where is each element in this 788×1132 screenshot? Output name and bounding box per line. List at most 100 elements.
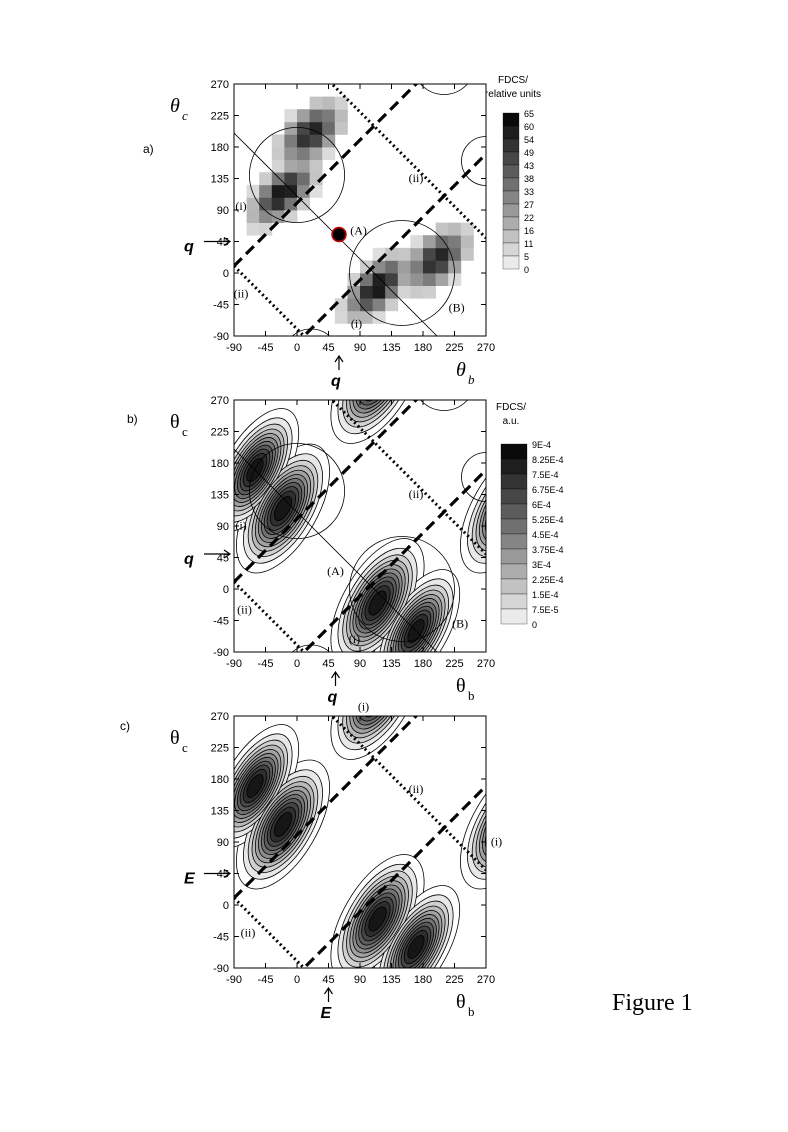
region-label: (i) [491, 835, 502, 849]
heatmap-cell [423, 247, 436, 261]
x-axis-label: θ [456, 675, 466, 697]
colorbar-swatch [502, 242, 520, 257]
x-arrow-label: q [328, 689, 338, 706]
y-tick-label: 45 [217, 869, 229, 881]
colorbar-tick-label: 5.25E-4 [532, 515, 564, 525]
plot-area [234, 716, 486, 968]
colorbar-tick-label: 60 [524, 122, 534, 132]
heatmap-cell [372, 310, 386, 324]
heatmap-cell [372, 285, 386, 299]
colorbar-swatch [500, 608, 528, 625]
y-tick-label: 180 [211, 774, 229, 786]
x-tick-label: -90 [226, 974, 242, 986]
y-tick-label: 225 [211, 427, 229, 439]
colorbar-tick-label: 6E-4 [532, 500, 551, 510]
colorbar-tick-label: 33 [524, 187, 534, 197]
heatmap-cell [334, 109, 348, 123]
heatmap-cell [322, 147, 336, 160]
contour-level [467, 769, 486, 880]
y-tick-label: 180 [211, 142, 229, 154]
colorbar-swatch [502, 216, 520, 231]
y-tick-label: 90 [217, 837, 229, 849]
heatmap-cell [385, 285, 399, 299]
colorbar-tick-label: 2.25E-4 [532, 575, 564, 585]
figure-caption: Figure 1 [612, 990, 693, 1016]
y-tick-label: 225 [211, 743, 229, 755]
contour-level [352, 400, 403, 414]
heatmap-cell [259, 210, 273, 223]
colorbar-tick-label: 43 [524, 161, 534, 171]
colorbar-tick-label: 0 [524, 265, 529, 275]
x-tick-label: 270 [477, 342, 495, 354]
heatmap-cell [271, 184, 285, 198]
heatmap-cell [271, 134, 285, 148]
heatmap-cell [448, 260, 462, 274]
contour-level [358, 716, 397, 722]
y-axis-label-sub: c [182, 424, 188, 439]
heatmap-cell [347, 310, 361, 324]
y-tick-label: 90 [217, 205, 229, 217]
y-arrow-icon [204, 869, 232, 878]
x-axis-label-sub: b [468, 688, 475, 703]
dashed-line-i [234, 400, 419, 584]
colorbar-swatch [502, 112, 520, 127]
colorbar-swatch [500, 488, 528, 505]
heatmap-cell [259, 184, 273, 198]
heatmap-cell [271, 147, 285, 160]
heatmap-cell [423, 285, 436, 299]
heatmap-cell [297, 172, 310, 186]
heatmap-cell [372, 273, 386, 286]
contour-level [471, 459, 486, 558]
panels-group: -90 -45 0 45 90 135 180 225 270-90-4504590135180… [120, 75, 564, 1022]
x-tick-label: 135 [382, 342, 400, 354]
x-tick-label: 270 [477, 974, 495, 986]
heatmap-cell [246, 210, 260, 223]
y-tick-label: 45 [217, 237, 229, 249]
y-tick-label: 270 [211, 79, 229, 91]
x-tick-label: 135 [382, 658, 400, 670]
panel-label: c) [120, 719, 130, 733]
colorbar-swatch [502, 125, 520, 140]
heatmap-cell [397, 247, 411, 261]
y-tick-label: 270 [211, 395, 229, 407]
heatmap-cell [259, 197, 273, 211]
chart-panel-3: -90 -45 0 45 90 135 180 225 270 -90 -45 0 45 90 135 180… [120, 699, 502, 1022]
heatmap-cell [423, 235, 436, 249]
x-tick-label: 45 [322, 658, 334, 670]
colorbar-swatch [502, 177, 520, 192]
heatmap-cell [423, 273, 436, 286]
heatmap-cell [271, 159, 285, 173]
colorbar-swatch [500, 563, 528, 580]
dotted-line-ii [329, 716, 486, 872]
colorbar-swatch [502, 151, 520, 166]
x-tick-label: 45 [322, 342, 334, 354]
region-label: (ii) [409, 782, 424, 796]
heatmap-cell [271, 197, 285, 211]
colorbar-swatch [500, 518, 528, 535]
x-arrow-icon [334, 354, 344, 370]
heatmap-cell [397, 285, 411, 299]
region-label: (A) [327, 564, 344, 578]
colorbar-tick-label: 16 [524, 226, 534, 236]
heatmap-cell [385, 273, 399, 286]
contour-level [358, 400, 397, 406]
heatmap-cell [284, 134, 298, 148]
y-tick-label: 270 [211, 711, 229, 723]
x-tick-label: 0 [294, 658, 300, 670]
panel-label: b) [127, 412, 138, 426]
heatmap-cell [435, 273, 449, 286]
y-tick-label: 0 [223, 900, 229, 912]
colorbar-swatch [502, 190, 520, 205]
colorbar-swatch [500, 548, 528, 565]
x-tick-label: 0 [294, 974, 300, 986]
colorbar-tick-label: 1.5E-4 [532, 590, 559, 600]
boundary-circle [461, 136, 486, 186]
heatmap-cell [246, 184, 260, 198]
panel-label: a) [143, 142, 154, 156]
y-arrow-label: q [184, 239, 194, 256]
colorbar-tick-label: 38 [524, 174, 534, 184]
contour-level [273, 812, 293, 837]
heatmap-cell [246, 222, 260, 236]
heatmap-cell [284, 159, 298, 173]
region-label: (i) [351, 317, 362, 331]
